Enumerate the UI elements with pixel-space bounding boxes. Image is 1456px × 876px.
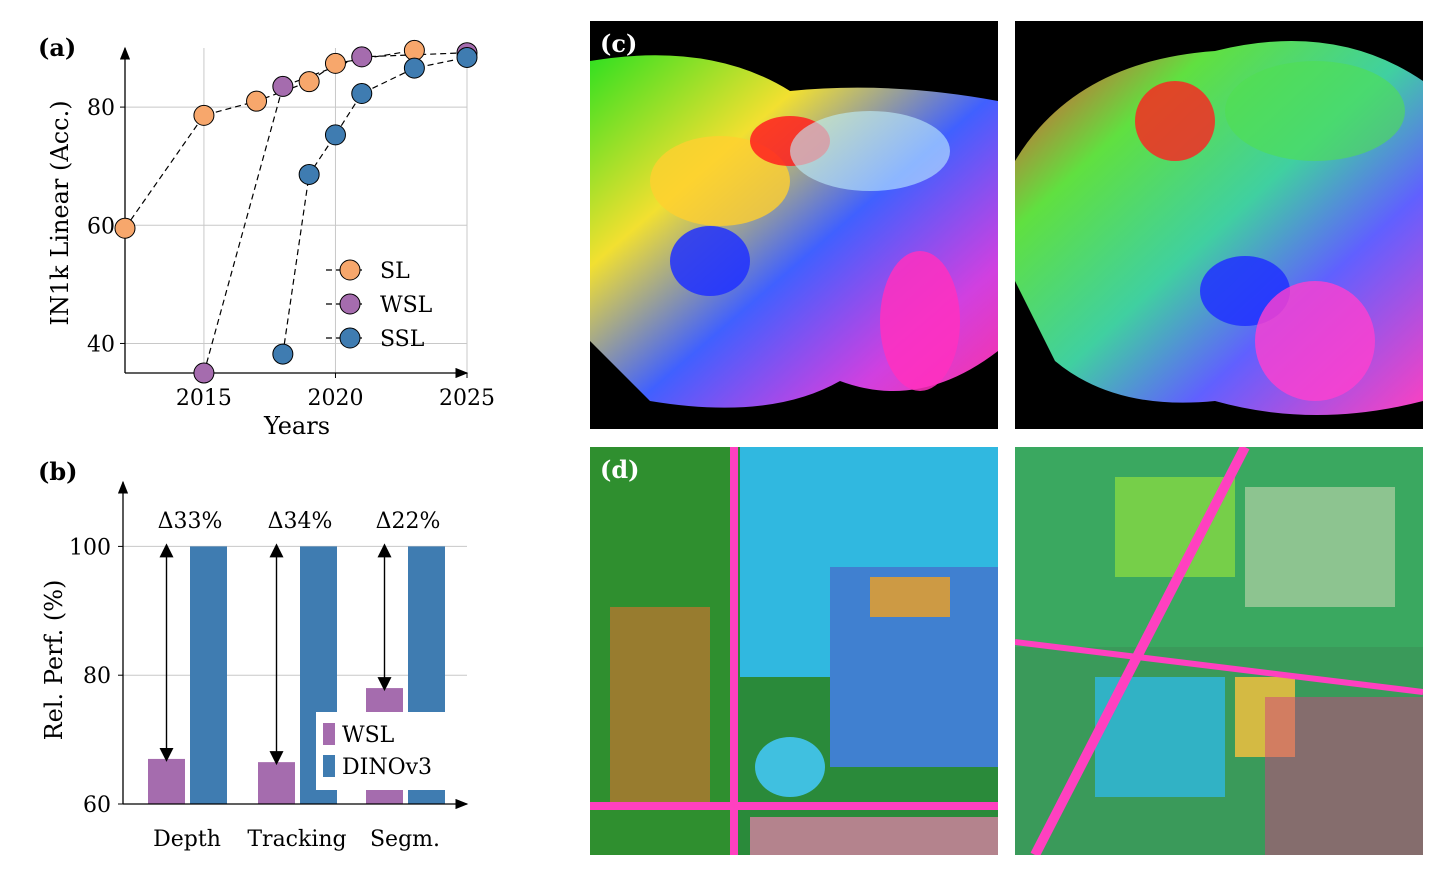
chart-b-ytick-label: 100 (69, 535, 111, 560)
chart-b-annotations: Δ33% Δ34% Δ22% (158, 509, 441, 766)
chart-a-ticks: 2015 2020 2025 40 60 80 (87, 96, 495, 411)
chart-b-legend-swatch (323, 755, 335, 777)
feature-map-aerial-1: (d) (590, 447, 998, 855)
chart-b-category-label: Segm. (370, 827, 440, 852)
chart-b-legend-box (316, 712, 446, 790)
chart-a-xlabel: Years (263, 412, 330, 440)
panel-d-label: (d) (600, 455, 640, 484)
chart-a-point-sl (114, 217, 136, 239)
chart-a-point-sl (246, 90, 268, 112)
chart-a-legend-label: SSL (380, 327, 425, 352)
chart-a-ytick-label: 80 (87, 96, 115, 121)
feature-map-aerial-2 (1015, 447, 1423, 855)
chart-a-point-ssl (351, 83, 373, 104)
chart-b-category-label: Depth (153, 827, 221, 852)
chart-a-legend-label: WSL (380, 293, 433, 318)
chart-a-axes (119, 46, 469, 379)
chart-a-legend-marker (339, 327, 361, 349)
chart-b-ticks: 60 80 100 Depth Tracking Segm. (69, 535, 440, 852)
aerial-2-visual (1015, 447, 1423, 855)
chart-b-ytick-label: 60 (83, 793, 111, 818)
chart-a-ytick-label: 40 (87, 332, 115, 357)
chart-b-ytick-label: 80 (83, 664, 111, 689)
chart-a-grid (125, 48, 468, 373)
chart-a-ytick-label: 60 (87, 214, 115, 239)
chart-b-legend-label: WSL (342, 723, 395, 748)
chart-b-annotation: Δ34% (268, 509, 333, 534)
chart-a-series (114, 39, 478, 384)
chart-a: (a) 2015 2020 2025 40 60 80 Years IN1k Linear… (38, 33, 495, 440)
chart-a-point-wsl (193, 362, 215, 384)
panel-c-label: (c) (600, 29, 638, 58)
chart-a-point-wsl (272, 75, 294, 97)
chart-b-bar-wsl (148, 758, 185, 804)
chart-b-legend: WSL DINOv3 (316, 712, 446, 790)
chart-b-category-label: Tracking (247, 827, 346, 852)
chart-a-point-ssl (298, 163, 320, 185)
panel-a-label: (a) (38, 33, 76, 62)
chart-a-point-ssl (324, 124, 346, 146)
chart-a-xtick-label: 2015 (176, 386, 232, 411)
chart-b-annotation: Δ33% (158, 509, 223, 534)
chart-a-xtick-label: 2020 (307, 386, 363, 411)
chart-b-legend-swatch (323, 723, 335, 745)
chart-b-legend-label: DINOv3 (342, 755, 432, 780)
chart-a-point-sl (298, 71, 320, 93)
chart-a-point-ssl (272, 343, 294, 365)
chart-a-legend-marker (339, 259, 361, 281)
chart-a-legend-label: SL (380, 259, 410, 284)
chart-a-point-sl (324, 52, 346, 74)
chart-a-point-sl (403, 39, 425, 61)
chart-a-line-sl (124, 49, 415, 229)
chart-a-legend-marker (339, 293, 361, 315)
chart-a-point-sl (193, 104, 215, 126)
chart-b: (b) 60 80 100 Depth Tracking Segm. Rel. Perf.… (38, 457, 469, 852)
panel-b-label: (b) (38, 457, 78, 486)
chart-a-point-ssl (403, 57, 425, 79)
feature-map-cat-2 (1015, 21, 1423, 429)
charts-svg: (a) 2015 2020 2025 40 60 80 Years IN1k Linear… (38, 33, 495, 852)
chart-b-annotation: Δ22% (376, 509, 441, 534)
chart-a-legend: SL WSL SSL (326, 259, 433, 352)
chart-a-point-wsl (351, 46, 373, 68)
chart-b-bar-wsl (258, 762, 295, 804)
chart-a-point-ssl (456, 46, 478, 68)
feature-map-cat-1: (c) (590, 21, 998, 429)
chart-a-ylabel: IN1k Linear (Acc.) (46, 100, 74, 325)
chart-a-xtick-label: 2025 (439, 386, 495, 411)
aerial-1-visual (590, 447, 998, 855)
chart-b-ylabel: Rel. Perf. (%) (40, 580, 68, 741)
cat-2-visual (1015, 41, 1423, 415)
chart-b-axes (117, 480, 469, 810)
chart-b-bar-dinov3 (190, 546, 227, 804)
chart-a-line-ssl (282, 56, 468, 355)
cat-1-visual (590, 55, 998, 408)
